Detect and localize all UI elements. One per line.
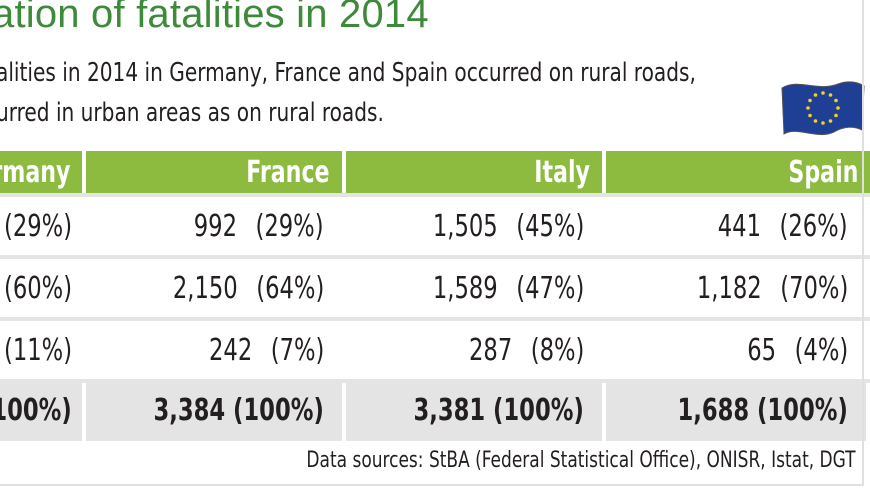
table-cell-france: 242 (7%) — [86, 321, 342, 379]
column-header-france: France — [86, 151, 342, 193]
table-cell-germany: (11%) — [0, 321, 82, 379]
fatalities-share: (29%) — [3, 208, 72, 244]
fatalities-share: (70%) — [779, 270, 848, 306]
table-cell-italy: 287 (8%) — [346, 321, 602, 379]
fatalities-count: 441 — [718, 208, 762, 244]
fatalities-count: 1,182 — [696, 270, 762, 306]
flag-star — [806, 106, 810, 110]
flag-star — [813, 119, 818, 123]
fatalities-share: (60%) — [3, 270, 72, 306]
fatalities-share: (47%) — [515, 270, 584, 306]
fatalities-share: (29%) — [255, 208, 324, 244]
fatalities-count: 287 — [468, 332, 512, 368]
flag-star — [808, 98, 812, 103]
page-title: ation of fatalities in 2014 — [0, 0, 429, 36]
table-cell-germany: (29%) — [0, 197, 82, 255]
fatalities-share: (26%) — [779, 208, 848, 244]
total-spain: 1,688 (100%) — [606, 379, 866, 441]
flag-star — [821, 91, 825, 95]
table-cell-italy: 1,505 (45%) — [346, 197, 602, 255]
total-germany: 100%) — [0, 379, 82, 441]
flag-star — [813, 93, 818, 97]
column-header-italy: Italy — [346, 151, 602, 193]
fatalities-count: 2,150 — [172, 270, 238, 306]
fatalities-share: (64%) — [255, 270, 324, 306]
table-cell-spain: 65 (4%) — [606, 321, 866, 379]
column-header-germany: rmany — [0, 151, 82, 193]
subtitle-line-1: alities in 2014 in Germany, France and S… — [0, 58, 696, 88]
flag-star — [808, 113, 812, 118]
fatalities-count: 1,505 — [432, 208, 498, 244]
flag-star — [821, 121, 825, 125]
fatalities-share: (4%) — [794, 332, 848, 368]
fatalities-count: 1,589 — [432, 270, 498, 306]
column-header-spain: Spain — [606, 151, 870, 193]
table-cell-spain: 1,182 (70%) — [606, 259, 866, 317]
fatalities-share: (8%) — [530, 332, 584, 368]
eu-flag-icon — [781, 81, 865, 136]
fatalities-share: (7%) — [270, 332, 324, 368]
fatalities-count: 992 — [194, 208, 238, 244]
flag-star — [834, 98, 838, 103]
fatalities-share: (45%) — [515, 208, 584, 244]
total-france: 3,384 (100%) — [86, 379, 342, 441]
fatalities-count: 65 — [747, 332, 776, 368]
flag-star — [828, 93, 833, 97]
flag-star — [834, 113, 838, 118]
data-source-note: Data sources: StBA (Federal Statistical … — [306, 448, 856, 473]
table-cell-italy: 1,589 (47%) — [346, 259, 602, 317]
subtitle-line-2: urred in urban areas as on rural roads. — [0, 98, 384, 128]
total-italy: 3,381 (100%) — [346, 379, 602, 441]
flag-star — [836, 106, 840, 110]
fatalities-count: 242 — [208, 332, 252, 368]
table-cell-germany: (60%) — [0, 259, 82, 317]
table-cell-france: 2,150 (64%) — [86, 259, 342, 317]
fatalities-share: (11%) — [3, 332, 72, 368]
table-cell-france: 992 (29%) — [86, 197, 342, 255]
flag-star — [828, 119, 833, 123]
table-cell-spain: 441 (26%) — [606, 197, 866, 255]
